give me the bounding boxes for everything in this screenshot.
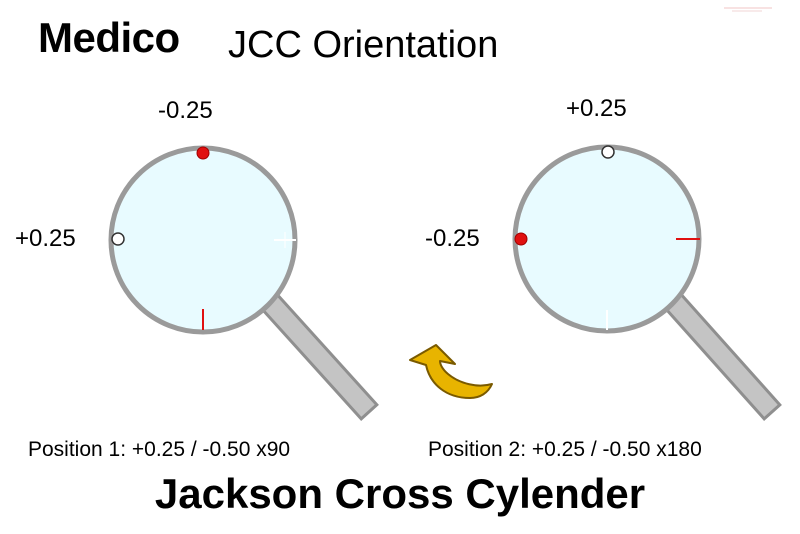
lens-2-handle xyxy=(659,287,778,417)
lens-1-handle xyxy=(255,287,375,417)
lens-1 xyxy=(108,145,379,421)
lens-2-top-label: +0.25 xyxy=(566,95,627,122)
lens-2-caption: Position 2: +0.25 / -0.50 x180 xyxy=(428,438,702,461)
lens-1-white-dot xyxy=(111,232,125,246)
lens-2-red-dot xyxy=(514,232,528,246)
lens-1-left-label: +0.25 xyxy=(15,225,76,252)
lens-1-top-label: -0.25 xyxy=(158,97,213,124)
lens-1-circle xyxy=(108,145,298,335)
brand-logo: Medico xyxy=(38,14,180,61)
curved-arrow-icon xyxy=(409,344,493,399)
lens-2-circle xyxy=(512,144,702,334)
corner-watermark xyxy=(722,0,774,12)
lens-1-red-dot xyxy=(196,146,210,160)
footer-title: Jackson Cross Cylender xyxy=(154,470,646,517)
lens-2-white-dot xyxy=(601,145,615,159)
page-title: JCC Orientation xyxy=(228,24,499,66)
lens-1-caption: Position 1: +0.25 / -0.50 x90 xyxy=(28,438,291,461)
lens-2 xyxy=(512,144,782,421)
lens-2-left-label: -0.25 xyxy=(425,225,480,252)
